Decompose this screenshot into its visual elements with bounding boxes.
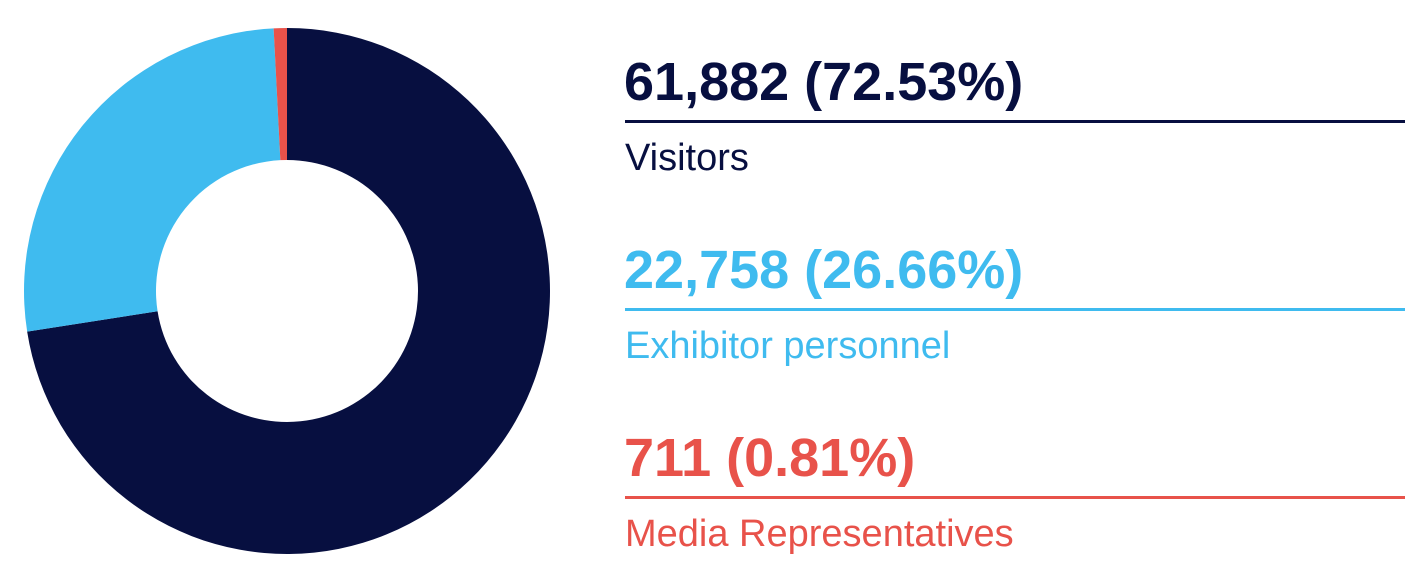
donut-slice — [23, 28, 281, 332]
donut-slice — [273, 28, 287, 161]
legend-rule — [625, 496, 1405, 499]
legend-label: Visitors — [625, 137, 749, 179]
legend-label: Media Representatives — [625, 513, 1014, 555]
legend-rule — [625, 308, 1405, 311]
legend-value: 61,882 (72.53%) — [624, 52, 1023, 112]
legend-value: 22,758 (26.66%) — [624, 240, 1023, 300]
legend-value: 711 (0.81%) — [624, 428, 915, 488]
legend-rule — [625, 120, 1405, 123]
donut-slice — [27, 28, 550, 555]
legend-label: Exhibitor personnel — [625, 325, 950, 367]
